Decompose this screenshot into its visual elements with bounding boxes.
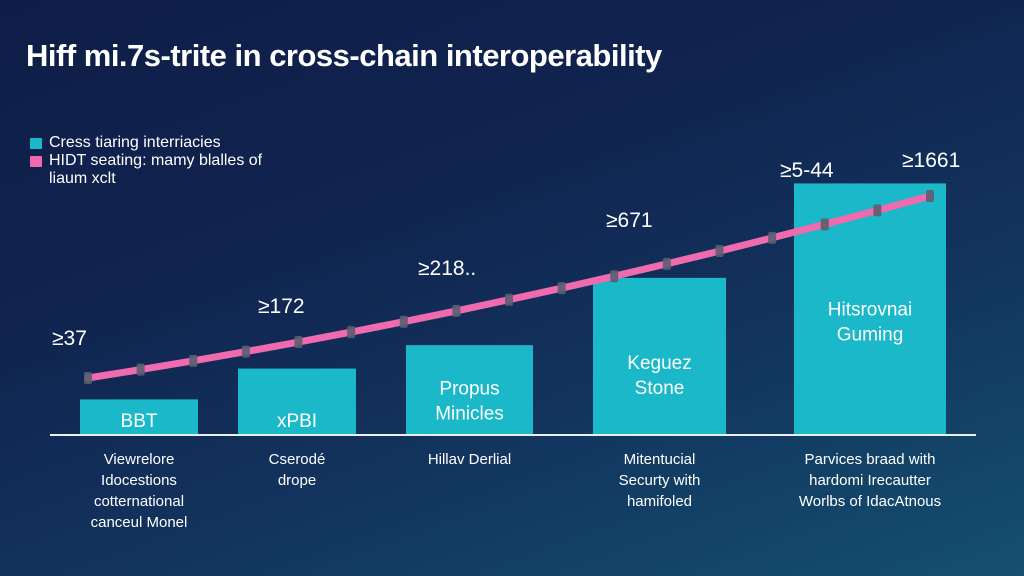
bar-0 [80,399,198,434]
value-label-0: ≥37 [52,327,87,350]
line-marker-0 [84,372,92,384]
bar-label-2-0: Propus [439,379,499,400]
line-marker-2 [189,354,198,367]
line-marker-1 [136,363,145,376]
value-label-1: ≥172 [258,295,305,318]
line-marker-14 [820,218,829,231]
line-marker-10 [610,270,619,283]
bar-1 [238,368,356,434]
category-label-3-2: hamifoled [627,493,692,510]
bar-label-4-1: Guming [837,325,904,346]
value-label-2: ≥218.. [418,257,476,280]
bar-label-4-0: Hitsrovnai [828,300,912,321]
category-label-3-1: Securty with [619,472,701,489]
category-label-0-2: cotternational [94,493,184,510]
category-label-4-1: hardomi Irecautter [809,472,931,489]
value-label-4: ≥5-44 [780,159,834,182]
value-label-5: ≥1661 [902,149,960,172]
bar-2 [406,345,533,434]
legend-item-line: HIDT seating: mamy blalles of liaum xclt [30,152,269,188]
bar-label-3-0: Keguez [627,353,691,374]
line-marker-15 [873,204,882,217]
line-marker-12 [715,245,724,258]
category-label-0-3: canceul Monel [91,514,188,531]
bar-label-2-1: Minicles [435,404,504,425]
category-label-0-0: Viewrelore [104,451,175,468]
line-marker-9 [557,282,566,295]
line-marker-6 [399,315,408,328]
category-label-1-0: Cserodé [269,451,326,468]
legend-label-bars: Cress tiaring interriacies [49,134,221,151]
line-marker-7 [452,304,461,317]
legend-swatch-bars [30,138,42,149]
bar-3 [593,277,726,434]
bar-label-1-0: xPBI [277,411,317,432]
line-marker-8 [505,293,513,306]
line-marker-5 [347,326,356,339]
category-label-0-1: Idocestions [101,472,177,489]
chart-title: Hiff mi.7s-trite in cross-chain interope… [26,38,662,73]
legend-swatch-line [30,156,42,167]
line-marker-13 [768,231,777,244]
bar-label-0-0: BBT [121,411,158,432]
category-label-3-0: Mitentucial [624,451,696,468]
category-label-4-0: Parvices braad with [805,451,936,468]
line-marker-16 [926,190,934,202]
value-label-3: ≥671 [606,209,653,232]
category-label-2-0: Hillav Derlial [428,451,511,468]
line-marker-3 [241,345,250,358]
line-marker-11 [662,257,671,270]
bar-label-3-1: Stone [635,378,685,399]
legend-label-line: HIDT seating: mamy blalles of liaum xclt [49,152,263,187]
line-marker-4 [294,336,303,349]
category-label-4-2: Worlbs of IdacAtnous [799,493,941,510]
category-label-1-1: drope [278,472,316,489]
legend-item-bars: Cress tiaring interriacies [30,134,269,152]
legend: Cress tiaring interriacies HIDT seating:… [30,134,269,188]
